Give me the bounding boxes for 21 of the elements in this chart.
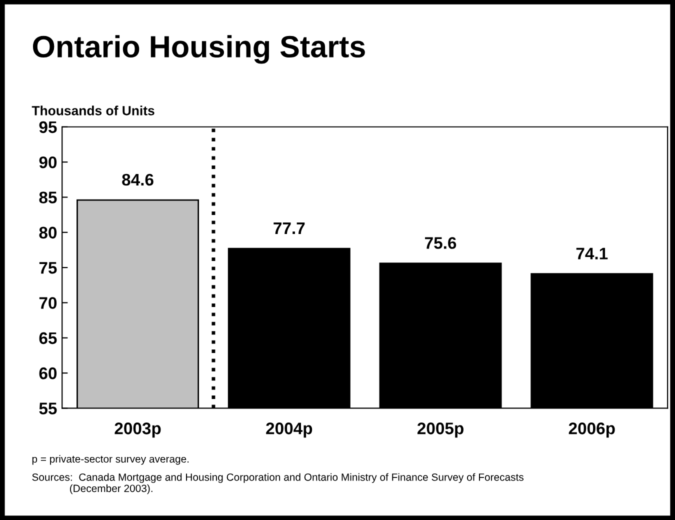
data-label: 75.6 xyxy=(425,237,456,249)
x-tick-label: 2004p xyxy=(266,422,312,438)
y-tick-label: 95 xyxy=(39,121,57,134)
y-tick-label: 65 xyxy=(39,332,57,344)
y-tick-label: 85 xyxy=(39,192,57,204)
text: p = private-sector survey average. xyxy=(32,455,189,465)
source-note: Sources: Canada Mortgage and Housing Corporation and Ontario Ministry of Finance Survey of Forecasts (December 2003). xyxy=(32,473,524,494)
y-tick-label: 75 xyxy=(39,262,57,274)
x-tick-label: 2003p xyxy=(114,422,161,438)
y-tick-label: 70 xyxy=(39,297,57,309)
x-tick-label: 2005p xyxy=(417,422,464,438)
data-label: 74.1 xyxy=(576,248,608,260)
chart-title: Ontario Housing Starts xyxy=(32,35,365,64)
y-tick-label: 80 xyxy=(39,226,57,239)
data-label: 84.6 xyxy=(122,174,154,186)
y-axis-title: Thousands of Units xyxy=(32,106,154,116)
data-label: 77.7 xyxy=(274,222,305,234)
x-tick-label: 2006p xyxy=(568,422,615,438)
y-tick-label: 60 xyxy=(39,367,57,380)
y-tick-label: 55 xyxy=(39,402,57,414)
y-tick-label: 90 xyxy=(39,156,57,168)
